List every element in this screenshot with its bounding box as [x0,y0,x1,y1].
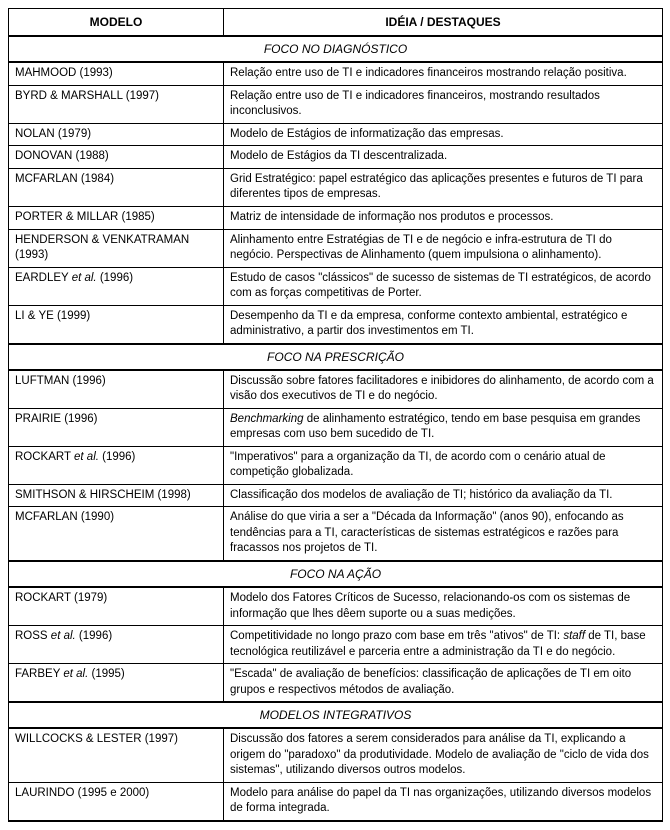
model-cell: ROSS et al. (1996) [9,626,224,664]
model-cell: NOLAN (1979) [9,123,224,146]
idea-cell: Alinhamento entre Estratégias de TI e de… [224,229,663,267]
idea-cell: Estudo de casos "clássicos" de sucesso d… [224,267,663,305]
header-model: MODELO [9,9,224,37]
idea-cell: "Imperativos" para a organização da TI, … [224,446,663,484]
model-cell: MCFARLAN (1984) [9,168,224,206]
model-cell: PRAIRIE (1996) [9,408,224,446]
model-cell: LUFTMAN (1996) [9,370,224,409]
section-header: FOCO NO DIAGNÓSTICO [9,36,663,62]
idea-cell: Competitividade no longo prazo com base … [224,626,663,664]
idea-cell: Relação entre uso de TI e indicadores fi… [224,62,663,85]
section-title-cell: FOCO NA AÇÃO [9,561,663,587]
models-table: MODELO IDÉIA / DESTAQUES FOCO NO DIAGNÓS… [8,8,663,822]
section-title-cell: MODELOS INTEGRATIVOS [9,702,663,728]
header-idea: IDÉIA / DESTAQUES [224,9,663,37]
section-header: FOCO NA PRESCRIÇÃO [9,344,663,370]
model-cell: DONOVAN (1988) [9,146,224,169]
table-row: ROCKART (1979)Modelo dos Fatores Crítico… [9,587,663,626]
table-row: MAHMOOD (1993)Relação entre uso de TI e … [9,62,663,85]
table-row: WILLCOCKS & LESTER (1997)Discussão dos f… [9,728,663,782]
table-row: PORTER & MILLAR (1985)Matriz de intensid… [9,206,663,229]
table-row: LAURINDO (1995 e 2000)Modelo para anális… [9,782,663,821]
model-cell: PORTER & MILLAR (1985) [9,206,224,229]
table-row: NOLAN (1979)Modelo de Estágios de inform… [9,123,663,146]
idea-cell: Desempenho da TI e da empresa, conforme … [224,305,663,344]
section-header: FOCO NA AÇÃO [9,561,663,587]
idea-cell: Relação entre uso de TI e indicadores fi… [224,85,663,123]
section-title: FOCO NA PRESCRIÇÃO [228,349,443,365]
table-row: FARBEY et al. (1995)"Escada" de avaliaçã… [9,664,663,703]
model-cell: MAHMOOD (1993) [9,62,224,85]
model-cell: WILLCOCKS & LESTER (1997) [9,728,224,782]
table-row: BYRD & MARSHALL (1997)Relação entre uso … [9,85,663,123]
model-cell: EARDLEY et al. (1996) [9,267,224,305]
model-cell: LI & YE (1999) [9,305,224,344]
table-row: ROSS et al. (1996)Competitividade no lon… [9,626,663,664]
section-title: FOCO NO DIAGNÓSTICO [228,41,443,57]
idea-cell: Modelo de Estágios de informatização das… [224,123,663,146]
model-cell: ROCKART et al. (1996) [9,446,224,484]
header-row: MODELO IDÉIA / DESTAQUES [9,9,663,37]
idea-cell: Matriz de intensidade de informação nos … [224,206,663,229]
model-cell: SMITHSON & HIRSCHEIM (1998) [9,484,224,507]
idea-cell: Discussão dos fatores a serem considerad… [224,728,663,782]
idea-cell: Modelo para análise do papel da TI nas o… [224,782,663,821]
idea-cell: Análise do que viria a ser a "Década da … [224,507,663,561]
table-row: HENDERSON & VENKATRAMAN (1993)Alinhament… [9,229,663,267]
idea-cell: Modelo dos Fatores Críticos de Sucesso, … [224,587,663,626]
idea-cell: Grid Estratégico: papel estratégico das … [224,168,663,206]
section-title-cell: FOCO NA PRESCRIÇÃO [9,344,663,370]
section-title: FOCO NA AÇÃO [228,566,443,582]
model-cell: BYRD & MARSHALL (1997) [9,85,224,123]
idea-cell: Modelo de Estágios da TI descentralizada… [224,146,663,169]
model-cell: FARBEY et al. (1995) [9,664,224,703]
idea-cell: Classificação dos modelos de avaliação d… [224,484,663,507]
table-row: DONOVAN (1988)Modelo de Estágios da TI d… [9,146,663,169]
table-row: MCFARLAN (1990)Análise do que viria a se… [9,507,663,561]
model-cell: HENDERSON & VENKATRAMAN (1993) [9,229,224,267]
table-row: EARDLEY et al. (1996)Estudo de casos "cl… [9,267,663,305]
section-title: MODELOS INTEGRATIVOS [228,707,443,723]
idea-cell: "Escada" de avaliação de benefícios: cla… [224,664,663,703]
table-row: MCFARLAN (1984)Grid Estratégico: papel e… [9,168,663,206]
idea-cell: Discussão sobre fatores facilitadores e … [224,370,663,409]
model-cell: LAURINDO (1995 e 2000) [9,782,224,821]
section-header: MODELOS INTEGRATIVOS [9,702,663,728]
table-row: ROCKART et al. (1996)"Imperativos" para … [9,446,663,484]
table-row: LI & YE (1999)Desempenho da TI e da empr… [9,305,663,344]
table-row: SMITHSON & HIRSCHEIM (1998)Classificação… [9,484,663,507]
idea-cell: Benchmarking de alinhamento estratégico,… [224,408,663,446]
section-title-cell: FOCO NO DIAGNÓSTICO [9,36,663,62]
table-row: LUFTMAN (1996)Discussão sobre fatores fa… [9,370,663,409]
model-cell: ROCKART (1979) [9,587,224,626]
table-row: PRAIRIE (1996)Benchmarking de alinhament… [9,408,663,446]
model-cell: MCFARLAN (1990) [9,507,224,561]
